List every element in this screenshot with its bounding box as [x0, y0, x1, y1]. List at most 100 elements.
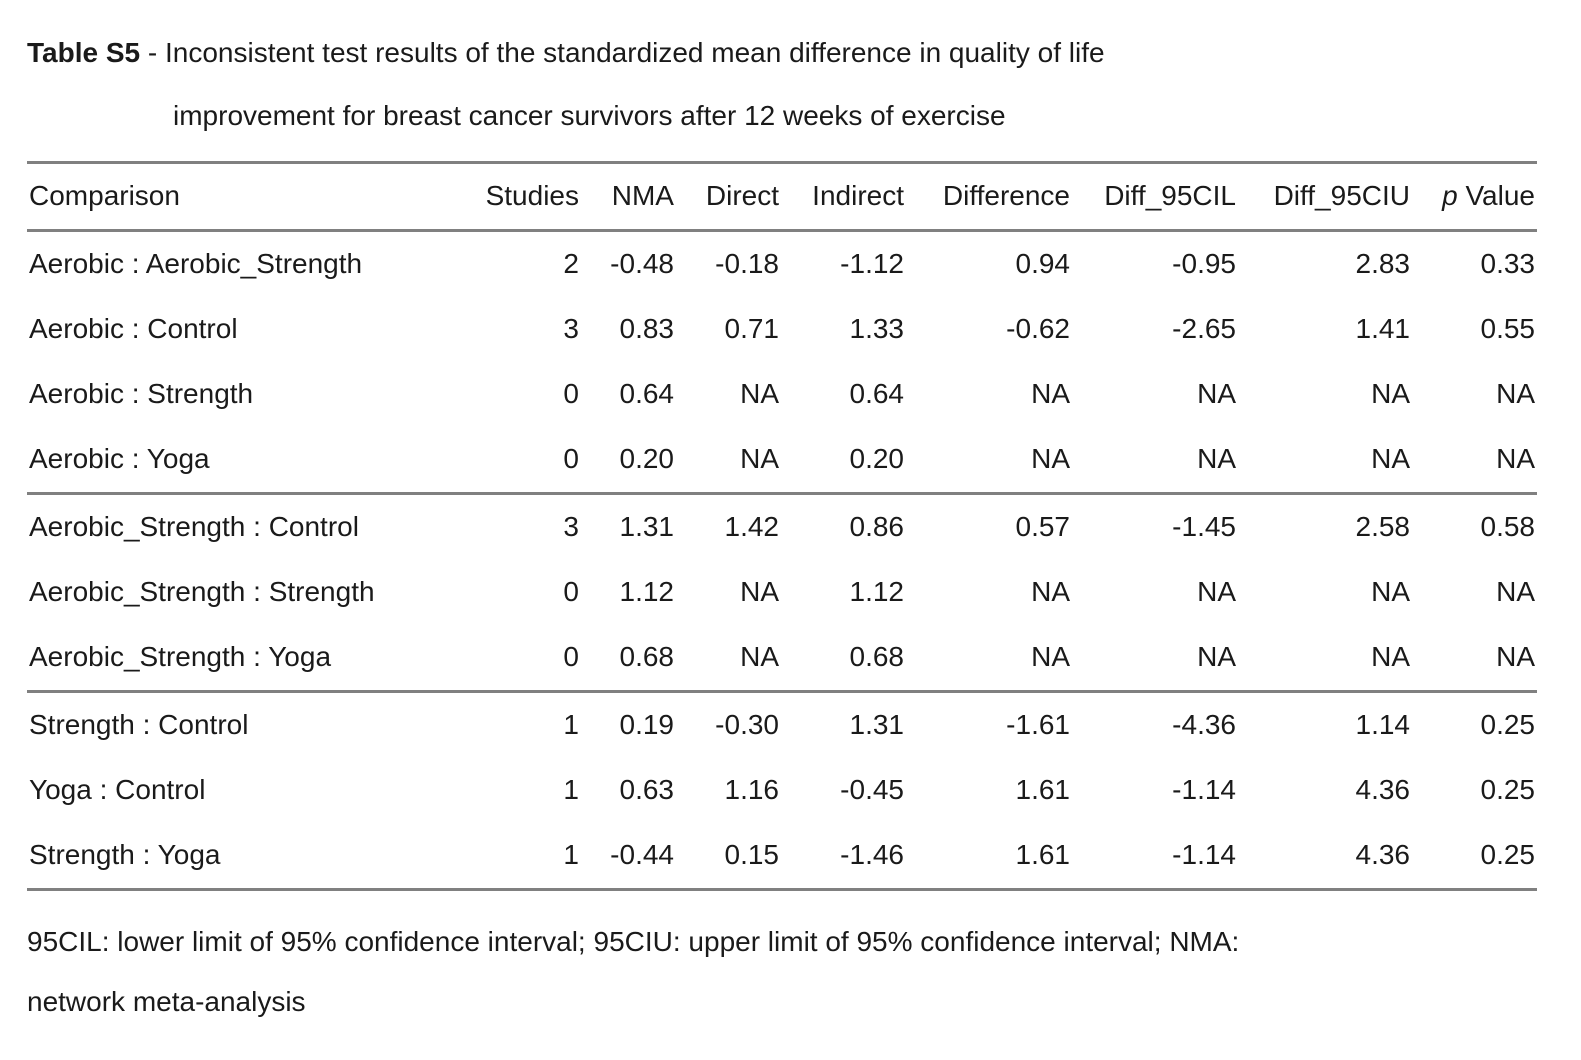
value-cell: NA	[1371, 575, 1410, 607]
value-cell: 2.58	[1355, 510, 1411, 542]
value-cell: -1.14	[1172, 838, 1236, 870]
table-row: Aerobic : Aerobic_Strength 2 -0.48 -0.18 -1.…	[27, 230, 1537, 297]
value-cell: 0.58	[1480, 510, 1536, 542]
value-cell: 0.57	[1015, 510, 1071, 542]
column-header: Diff_95CIU	[1238, 162, 1412, 232]
value-cell: -1.46	[840, 838, 904, 870]
value-cell: 0	[463, 624, 581, 693]
results-table: Comparison Studies NMA Direct Indirect Differ…	[27, 160, 1537, 891]
column-header: NMA	[581, 162, 676, 232]
comparison-cell: Strength : Control	[29, 708, 249, 740]
value-cell: 2	[563, 247, 579, 279]
column-header: Studies	[463, 162, 581, 232]
value-cell: 0.64	[849, 377, 905, 409]
value-cell: NA	[1238, 426, 1412, 495]
column-header-rest-part: Value	[1457, 179, 1535, 211]
value-cell: 0.64	[619, 377, 675, 409]
table-row: Aerobic_Strength : Strength 0 1.12 NA 1.12 NA…	[27, 560, 1537, 625]
value-cell: 0.25	[1480, 708, 1536, 740]
value-cell: 0.68	[781, 624, 906, 693]
column-header-italic-part: p	[1442, 179, 1458, 211]
value-cell: 4.36	[1355, 838, 1411, 870]
value-cell: NA	[1412, 624, 1537, 693]
footnote-line1: 95CIL: lower limit of 95% confidence int…	[27, 925, 1240, 957]
comparison-cell: Aerobic_Strength : Yoga	[27, 624, 463, 693]
value-cell: NA	[906, 426, 1072, 495]
column-header: Diff_95CIL	[1072, 162, 1238, 232]
value-cell: NA	[1072, 624, 1238, 693]
value-cell: NA	[906, 624, 1072, 693]
value-cell: NA	[740, 377, 779, 409]
value-cell: 0.86	[849, 510, 905, 542]
comparison-cell: Aerobic : Aerobic_Strength	[29, 247, 363, 279]
column-header: p Value	[1412, 162, 1537, 232]
value-cell: -0.95	[1172, 247, 1236, 279]
value-cell: 3	[563, 312, 579, 344]
value-cell: 0.25	[1480, 838, 1536, 870]
table-row: Aerobic : Strength 0 0.64 NA 0.64 NA NA NA NA	[27, 362, 1537, 427]
value-cell: NA	[1371, 377, 1410, 409]
value-cell: 0.20	[581, 426, 676, 495]
value-cell: 0.25	[1480, 773, 1536, 805]
value-cell: -4.36	[1172, 708, 1236, 740]
table-row: Yoga : Control 1 0.63 1.16 -0.45 1.61 -1.14 4.3…	[27, 758, 1537, 823]
value-cell: 1.33	[849, 312, 905, 344]
value-cell: -0.18	[715, 247, 779, 279]
table-header-row: Comparison Studies NMA Direct Indirect Differ…	[27, 162, 1537, 232]
column-header: Direct	[676, 162, 781, 232]
value-cell: -0.45	[840, 773, 904, 805]
value-cell: 2.83	[1355, 247, 1411, 279]
table-body: Aerobic : Aerobic_Strength 2 -0.48 -0.18 -1.…	[27, 230, 1537, 889]
value-cell: 0.63	[619, 773, 675, 805]
value-cell: 0.83	[619, 312, 675, 344]
comparison-cell: Yoga : Control	[29, 773, 206, 805]
comparison-cell: Aerobic : Control	[29, 312, 238, 344]
value-cell: NA	[676, 426, 781, 495]
title-separator: -	[140, 37, 165, 68]
value-cell: -1.12	[840, 247, 904, 279]
comparison-cell: Aerobic_Strength : Control	[29, 510, 359, 542]
value-cell: 0	[563, 575, 579, 607]
value-cell: NA	[676, 624, 781, 693]
value-cell: -1.45	[1172, 510, 1236, 542]
footnote: 95CIL: lower limit of 95% confidence int…	[27, 925, 1554, 1019]
column-header: Indirect	[781, 162, 906, 232]
comparison-cell: Aerobic : Strength	[29, 377, 254, 409]
value-cell: NA	[1238, 624, 1412, 693]
value-cell: -0.44	[610, 838, 674, 870]
value-cell: 1.31	[619, 510, 675, 542]
value-cell: 0.19	[619, 708, 675, 740]
value-cell: NA	[740, 575, 779, 607]
column-header: Comparison	[27, 162, 463, 232]
value-cell: NA	[1412, 426, 1537, 495]
value-cell: 0	[463, 426, 581, 495]
value-cell: 1.16	[724, 773, 780, 805]
value-cell: NA	[1031, 575, 1070, 607]
value-cell: NA	[1197, 377, 1236, 409]
value-cell: 1	[563, 773, 579, 805]
comparison-cell: Strength : Yoga	[29, 838, 221, 870]
value-cell: 0.55	[1480, 312, 1536, 344]
table-row: Aerobic_Strength : Control 3 1.31 1.42 0.86 0…	[27, 493, 1537, 560]
value-cell: 0.20	[781, 426, 906, 495]
value-cell: 1	[563, 838, 579, 870]
value-cell: 1.12	[619, 575, 675, 607]
table-row: Aerobic_Strength : Yoga 0 0.68 NA 0.68 NA NA NA…	[27, 624, 1537, 693]
column-header: Difference	[906, 162, 1072, 232]
table-title: Table S5 - Inconsistent test results of …	[27, 37, 1554, 69]
value-cell: 0.33	[1480, 247, 1536, 279]
table-row: Strength : Control 1 0.19 -0.30 1.31 -1.61 -4.…	[27, 691, 1537, 758]
value-cell: 0.68	[581, 624, 676, 693]
document-page: Table S5 - Inconsistent test results of …	[27, 37, 1554, 1019]
value-cell: -0.62	[1006, 312, 1070, 344]
value-cell: 1.41	[1355, 312, 1411, 344]
value-cell: -2.65	[1172, 312, 1236, 344]
comparison-cell: Aerobic_Strength : Strength	[29, 575, 375, 607]
value-cell: 3	[563, 510, 579, 542]
value-cell: NA	[1197, 575, 1236, 607]
footnote-line2: network meta-analysis	[27, 986, 306, 1018]
value-cell: -0.48	[610, 247, 674, 279]
value-cell: 1.42	[724, 510, 780, 542]
title-text-line2: improvement for breast cancer survivors …	[173, 99, 1006, 131]
comparison-cell: Aerobic : Yoga	[27, 426, 463, 495]
